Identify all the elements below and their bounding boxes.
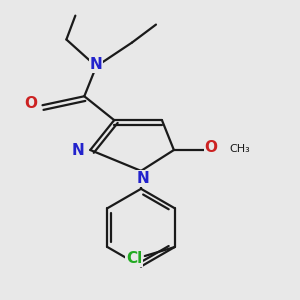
Text: N: N — [90, 57, 103, 72]
Text: CH₃: CH₃ — [229, 143, 250, 154]
Text: N: N — [72, 142, 85, 158]
Text: O: O — [205, 140, 218, 154]
Text: O: O — [24, 96, 37, 111]
Text: N: N — [136, 171, 149, 186]
Text: Cl: Cl — [126, 251, 142, 266]
